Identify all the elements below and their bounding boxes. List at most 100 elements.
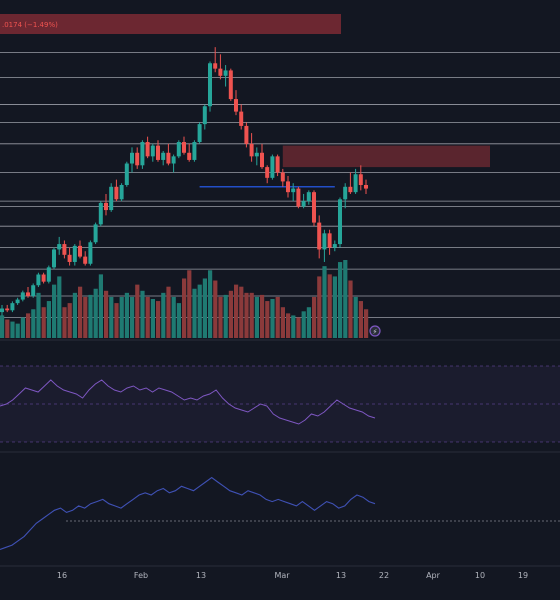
candle[interactable] (161, 150, 166, 166)
candle[interactable] (88, 240, 93, 266)
candle[interactable] (254, 147, 259, 166)
candle[interactable] (182, 136, 186, 155)
candle[interactable] (364, 179, 368, 194)
candle[interactable] (202, 104, 207, 130)
candle[interactable] (286, 176, 290, 198)
volume-bar (20, 317, 25, 338)
candle[interactable] (171, 154, 176, 173)
volume-bar (338, 262, 343, 338)
candle[interactable] (358, 165, 363, 191)
candle-body (166, 152, 171, 164)
candle[interactable] (239, 104, 244, 130)
candle[interactable] (317, 215, 322, 259)
candle-body (275, 156, 280, 173)
candle[interactable] (114, 179, 119, 202)
candle[interactable] (166, 143, 171, 166)
volume-bar (228, 290, 233, 338)
time-axis-tick-label: Mar (274, 571, 290, 580)
candle[interactable] (72, 244, 77, 266)
candle[interactable] (343, 183, 348, 209)
candle[interactable] (244, 122, 249, 148)
candle[interactable] (15, 297, 20, 305)
candle[interactable] (78, 240, 82, 259)
candle[interactable] (135, 147, 140, 169)
volume-bar (270, 299, 275, 338)
candle[interactable] (301, 193, 306, 209)
volume-bar (202, 278, 207, 338)
candle[interactable] (67, 247, 72, 266)
volume-bar (145, 296, 150, 338)
candle[interactable] (270, 154, 275, 180)
candle[interactable] (213, 47, 218, 73)
candle[interactable] (0, 304, 4, 316)
candle[interactable] (187, 143, 192, 162)
volume-bar (332, 276, 337, 338)
indicator-1-line[interactable] (0, 379, 376, 425)
candle[interactable] (228, 68, 233, 101)
candle[interactable] (249, 133, 254, 162)
candle[interactable] (223, 65, 228, 87)
price-change-label: .0174 (−1.49%) (2, 21, 58, 29)
candle[interactable] (156, 140, 160, 162)
candle[interactable] (327, 229, 332, 255)
candle[interactable] (176, 140, 181, 159)
candle[interactable] (192, 140, 197, 162)
candle[interactable] (150, 143, 155, 162)
volume-bar (36, 292, 41, 338)
candle[interactable] (130, 147, 134, 173)
candlestick-series[interactable] (0, 47, 368, 316)
candle[interactable] (52, 247, 56, 270)
svg-text:⚡: ⚡ (373, 328, 378, 336)
candle[interactable] (119, 183, 124, 202)
candle[interactable] (332, 240, 337, 252)
candle[interactable] (83, 251, 88, 266)
candle[interactable] (218, 54, 223, 80)
candle[interactable] (57, 236, 62, 255)
candle[interactable] (312, 190, 316, 227)
candle[interactable] (296, 186, 301, 209)
candle[interactable] (338, 197, 342, 248)
candle[interactable] (104, 193, 108, 216)
volume-bar (171, 296, 176, 338)
candle-body (270, 156, 275, 178)
candle[interactable] (20, 290, 25, 302)
candle-body (161, 152, 166, 160)
candle[interactable] (291, 183, 296, 202)
candle[interactable] (62, 240, 67, 259)
candle[interactable] (145, 136, 150, 159)
candle-body (171, 156, 176, 164)
candle[interactable] (234, 90, 238, 116)
candle[interactable] (348, 172, 353, 194)
candle[interactable] (197, 122, 202, 144)
candle[interactable] (265, 165, 270, 184)
volume-bar (15, 323, 20, 338)
candle[interactable] (93, 222, 98, 245)
horizontal-levels[interactable] (0, 52, 560, 318)
candle[interactable] (10, 301, 15, 313)
candle[interactable] (260, 143, 264, 169)
candle[interactable] (46, 265, 51, 284)
candle[interactable] (280, 168, 285, 187)
candle[interactable] (208, 61, 212, 112)
supply-zones[interactable] (199, 145, 490, 188)
candle[interactable] (36, 272, 41, 288)
indicator-2-line[interactable] (0, 476, 376, 551)
candle-body (72, 245, 77, 262)
candle[interactable] (322, 229, 327, 262)
candle[interactable] (26, 287, 30, 298)
supply-zone[interactable] (282, 145, 490, 168)
candle[interactable] (109, 183, 114, 212)
candle[interactable] (275, 154, 280, 177)
candle[interactable] (140, 140, 145, 169)
candle[interactable] (124, 161, 129, 187)
candle[interactable] (31, 283, 36, 298)
candle[interactable] (41, 272, 46, 284)
candle[interactable] (98, 201, 103, 227)
candle[interactable] (306, 190, 311, 205)
time-axis[interactable]: 16 Feb 13 Mar 13 22 Apr 10 19 (57, 571, 528, 580)
candle[interactable] (353, 168, 358, 194)
volume-bar (46, 301, 51, 338)
candle[interactable] (5, 304, 10, 313)
alert-icon[interactable]: ⚡ (369, 325, 381, 337)
